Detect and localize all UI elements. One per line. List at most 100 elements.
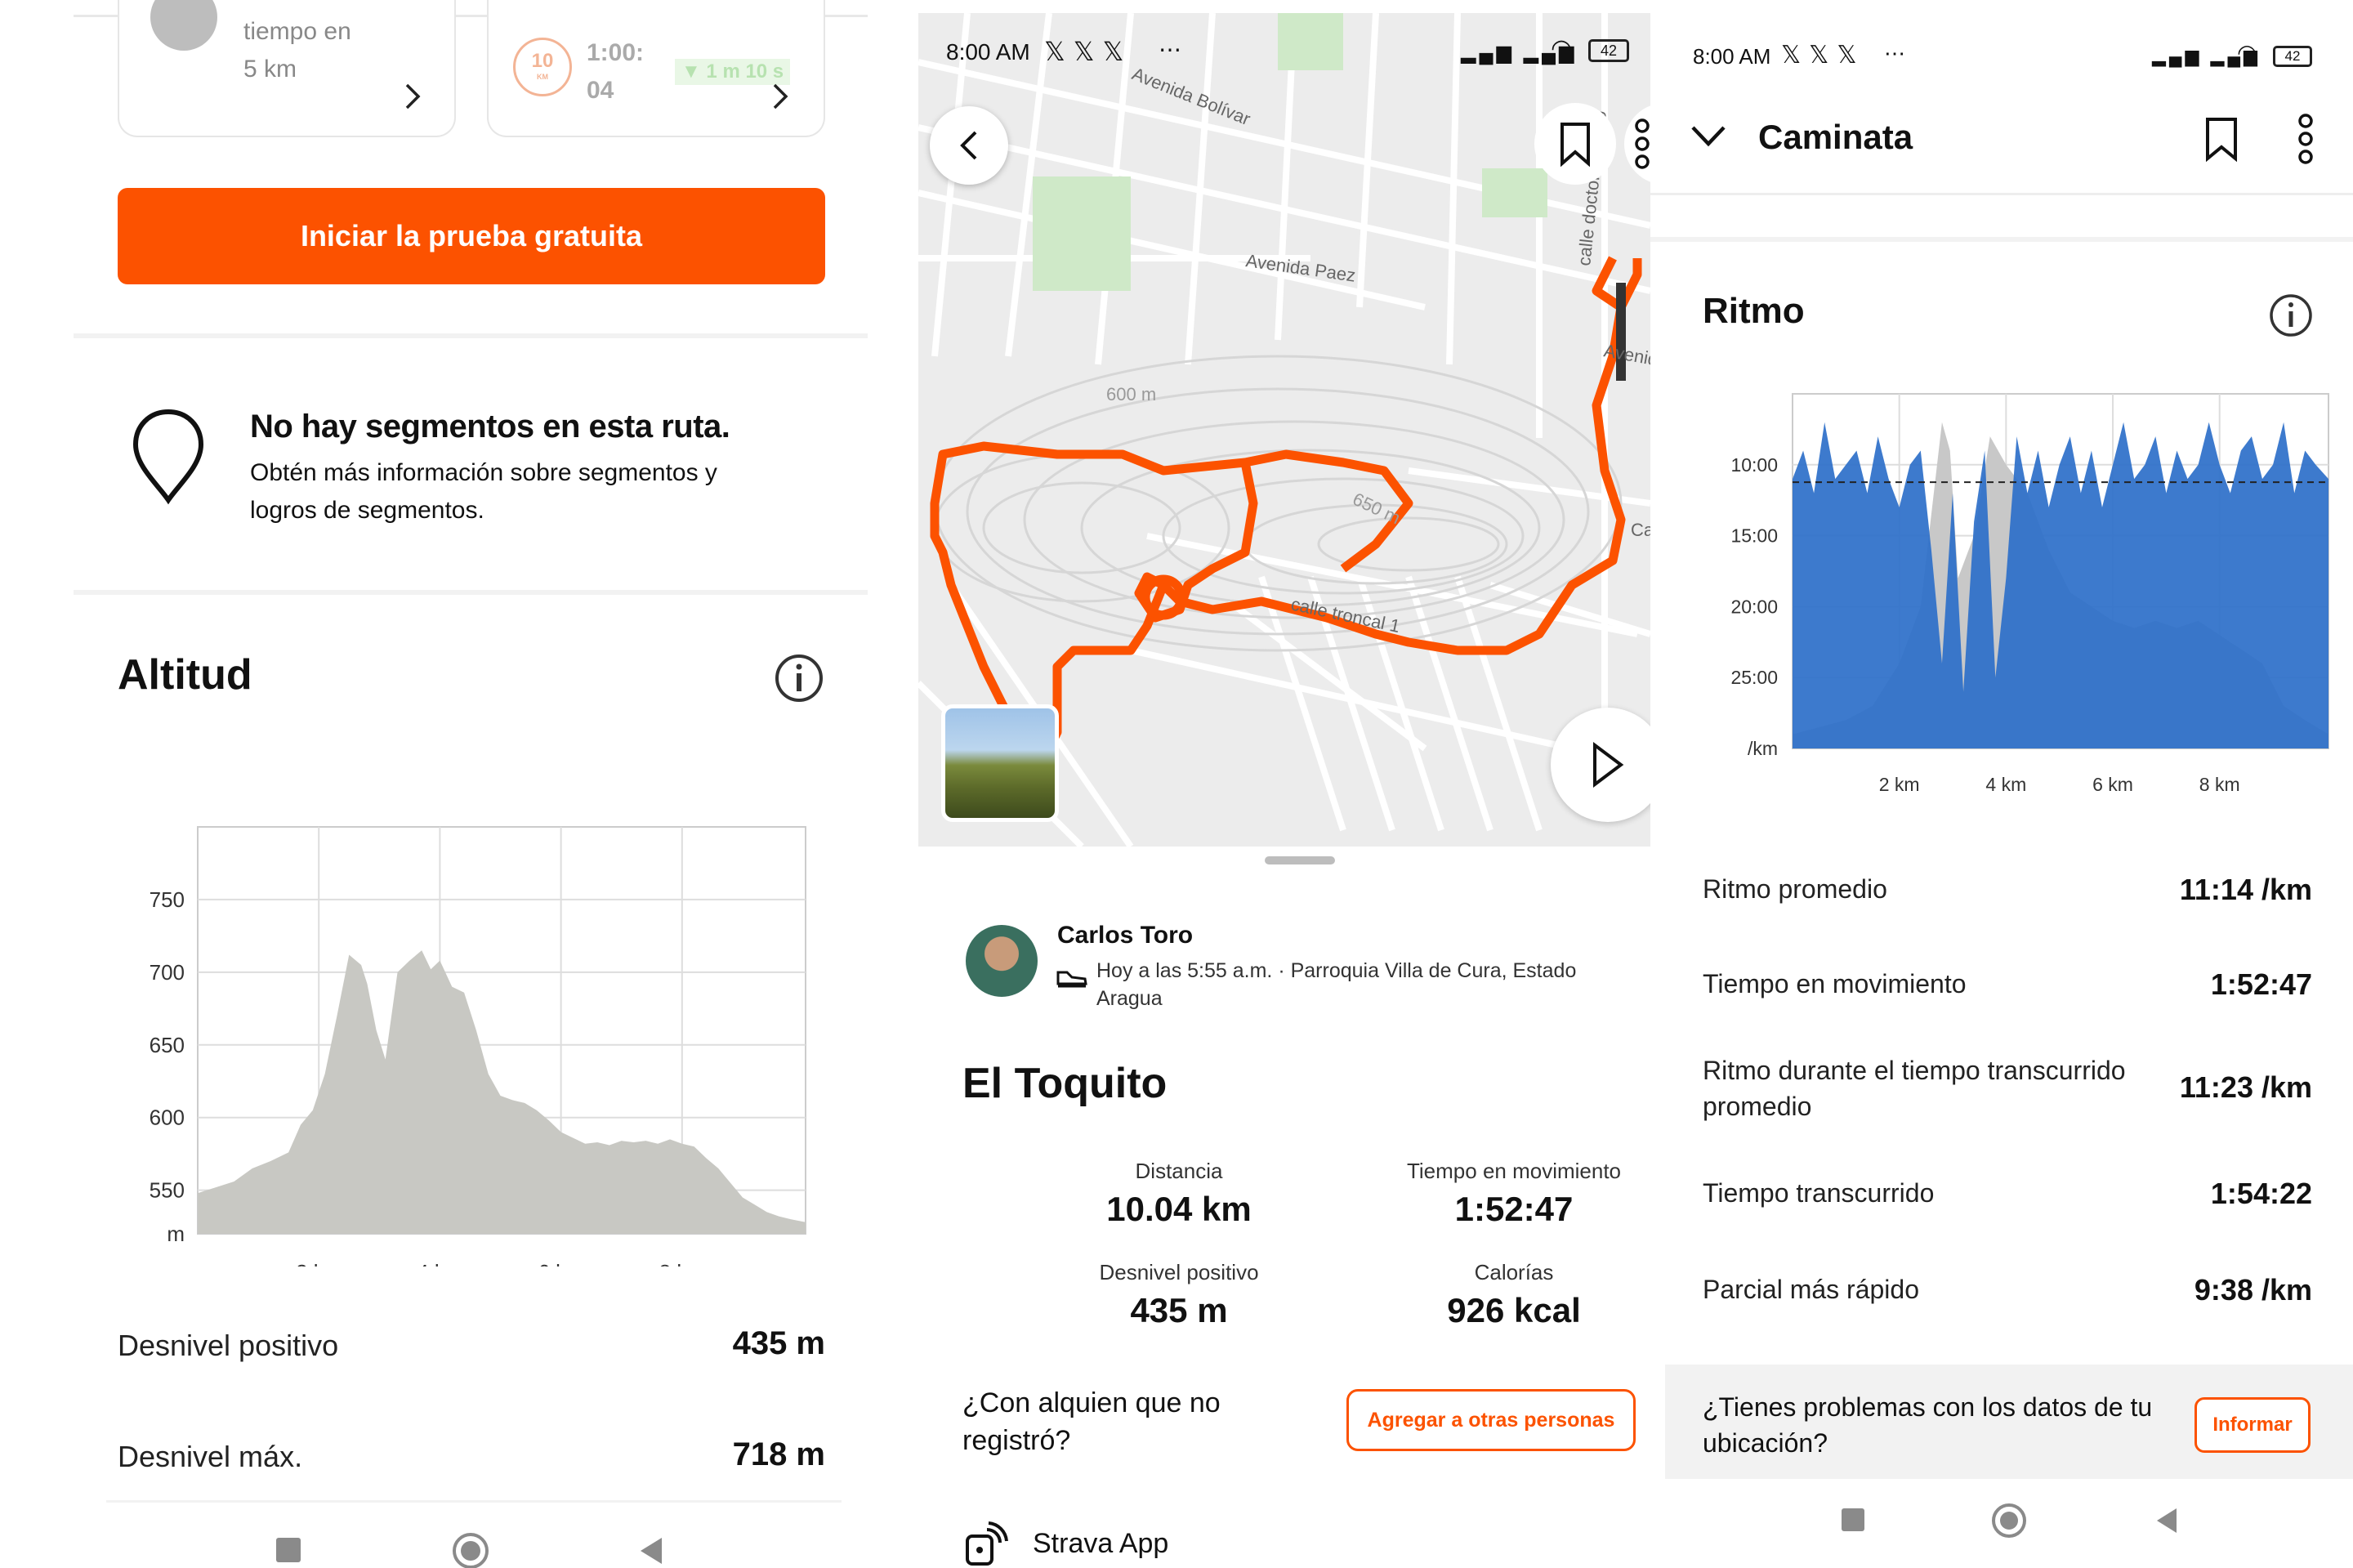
- wifi-icon: ◠: [2237, 40, 2257, 65]
- park-area: [1278, 13, 1343, 70]
- x-tick-label: 8 km: [659, 1260, 705, 1266]
- back-button[interactable]: [930, 106, 1008, 185]
- park-area: [1033, 176, 1131, 291]
- others-question-line1: ¿Con alquien que no: [962, 1387, 1221, 1418]
- bookmark-button[interactable]: [1534, 103, 1616, 185]
- map-label: 600 m: [1106, 384, 1156, 404]
- y-tick-label: 25:00: [1730, 667, 1778, 688]
- altitude-title: Altitud: [118, 651, 252, 699]
- nav-home-icon[interactable]: [1992, 1503, 2026, 1538]
- add-others-button[interactable]: Agregar a otras personas: [1346, 1389, 1636, 1451]
- divider: [1650, 237, 2353, 242]
- stat-calories-label: Calorías: [1474, 1260, 1554, 1284]
- nav-back-icon[interactable]: [2154, 1507, 2181, 1534]
- stat-distance-value: 10.04 km: [1106, 1190, 1252, 1228]
- chevron-right-icon: [773, 83, 788, 109]
- x-tick-label: 6 km: [538, 1260, 583, 1266]
- stat-label: Parcial más rápido: [1703, 1275, 1919, 1304]
- x-tick-label: 2 km: [1879, 774, 1920, 795]
- more-vertical-icon[interactable]: [2297, 113, 2314, 165]
- status-time: 8:00 AM: [1693, 44, 1771, 69]
- info-icon[interactable]: [2268, 293, 2314, 338]
- stat-label: Ritmo promedio: [1703, 874, 1887, 904]
- chevron-down-icon[interactable]: [1690, 124, 1727, 149]
- x-tick-label: 6 km: [2092, 774, 2133, 795]
- signal-icon: ▂▄▆ ▂▄▆: [1461, 42, 1578, 64]
- route-line: [930, 441, 1246, 751]
- stat-moving-time-label: Tiempo en movimiento: [1406, 1159, 1622, 1183]
- stat-label: Tiempo en movimiento: [1703, 969, 1967, 998]
- divider: [106, 1500, 842, 1503]
- activity-meta-line2: Aragua: [1096, 987, 1163, 1010]
- divider: [74, 333, 868, 338]
- y-tick-label: 15:00: [1730, 525, 1778, 547]
- y-tick-label: 750: [150, 887, 185, 912]
- stat-elevation-label: Desnivel positivo: [1099, 1260, 1259, 1284]
- activity-meta-line1: Hoy a las 5:55 a.m. · Parroquia Villa de…: [1096, 959, 1577, 982]
- report-button[interactable]: Informar: [2194, 1397, 2311, 1453]
- activity-photo-thumbnail[interactable]: [941, 704, 1059, 822]
- y-tick-label: 10:00: [1730, 454, 1778, 476]
- status-time: 8:00 AM: [946, 39, 1030, 65]
- stat-label: Tiempo transcurrido: [1703, 1178, 1935, 1208]
- segments-body-line1: Obtén más información sobre segmentos y: [250, 459, 717, 486]
- stat-label: Desnivel positivo: [118, 1329, 339, 1362]
- report-banner: ¿Tienes problemas con los datos de tu ub…: [1665, 1365, 2353, 1479]
- pace-panel: 8:00 AM 𝕏𝕏𝕏 ⋯ ▂▄▆ ▂▄▆ ◠ 42 Caminata Ritm…: [1650, 0, 2353, 1568]
- achievement-card-10k[interactable]: 10 KM 1:00: 04 ▼ 1 m 10 s: [487, 0, 825, 137]
- nav-home-icon[interactable]: [453, 1533, 489, 1568]
- pace-title: Ritmo: [1703, 291, 1805, 331]
- stat-label: Desnivel máx.: [118, 1440, 303, 1473]
- stat-value: 718 m: [732, 1436, 825, 1472]
- play-flyover-button[interactable]: [1551, 708, 1650, 822]
- avatar[interactable]: [966, 925, 1038, 997]
- stat-label-line2: promedio: [1703, 1092, 1812, 1121]
- social-x-icons: 𝕏𝕏𝕏: [1781, 42, 1865, 69]
- header-title: Caminata: [1758, 118, 1913, 156]
- x-tick-label: 4 km: [1985, 774, 2026, 795]
- bookmark-icon[interactable]: [2204, 116, 2239, 162]
- stat-value: 11:23 /km: [2179, 1070, 2312, 1104]
- card-line1: tiempo en: [243, 18, 351, 45]
- battery-icon: 42: [2273, 46, 2312, 67]
- start-free-trial-button[interactable]: Iniciar la prueba gratuita: [118, 188, 825, 284]
- stat-value: 1:52:47: [2210, 967, 2312, 1001]
- y-tick-label: 20:00: [1730, 596, 1778, 617]
- more-notifications-icon: ⋯: [1884, 41, 1905, 65]
- info-icon[interactable]: [773, 652, 825, 704]
- map-pin-icon: [132, 409, 204, 505]
- others-question-line2: registró?: [962, 1425, 1071, 1456]
- stat-value: 1:54:22: [2210, 1177, 2312, 1210]
- bookmark-icon: [1560, 123, 1590, 167]
- y-tick-label: 550: [150, 1178, 185, 1203]
- athlete-name[interactable]: Carlos Toro: [1057, 922, 1194, 949]
- nav-recents-icon[interactable]: [276, 1538, 301, 1562]
- chevron-right-icon: [405, 83, 421, 109]
- segments-body-line2: logros de segmentos.: [250, 497, 484, 524]
- battery-icon: 42: [1588, 39, 1629, 62]
- nav-recents-icon[interactable]: [1842, 1508, 1864, 1531]
- shoe-icon: [1056, 971, 1087, 988]
- segments-title: No hay segmentos en esta ruta.: [250, 409, 730, 444]
- chevron-left-icon: [960, 131, 977, 160]
- pace-area: [1793, 422, 2328, 748]
- pace-chart: 10:00 15:00 20:00 25:00/km 2 km 4 km 6 km 8 km: [1730, 393, 2329, 795]
- medal-icon: [150, 0, 217, 51]
- stat-moving-time-value: 1:52:47: [1454, 1190, 1574, 1228]
- nav-back-icon[interactable]: [637, 1536, 667, 1566]
- y-tick-label: 650: [150, 1033, 185, 1057]
- wifi-icon: ◠: [1551, 35, 1573, 62]
- card-line1: 1:00:: [587, 39, 645, 66]
- stat-label: Ritmo durante el tiempo transcurrido: [1703, 1056, 2126, 1085]
- x-tick-label: 8 km: [2199, 774, 2240, 795]
- stat-elevation-value: 435 m: [1130, 1291, 1228, 1329]
- route-line: [1037, 258, 1642, 767]
- y-tick-label: 600: [150, 1106, 185, 1130]
- x-tick-label: 4 km: [417, 1260, 462, 1266]
- sheet-handle[interactable]: [1265, 856, 1335, 864]
- stat-value: 435 m: [732, 1325, 825, 1361]
- report-question-line1: ¿Tienes problemas con los datos de tu: [1703, 1392, 2153, 1422]
- device-name: Strava App: [1033, 1528, 1169, 1559]
- improvement-tag: ▼ 1 m 10 s: [675, 59, 791, 85]
- achievement-card-5k[interactable]: tiempo en 5 km: [118, 0, 456, 137]
